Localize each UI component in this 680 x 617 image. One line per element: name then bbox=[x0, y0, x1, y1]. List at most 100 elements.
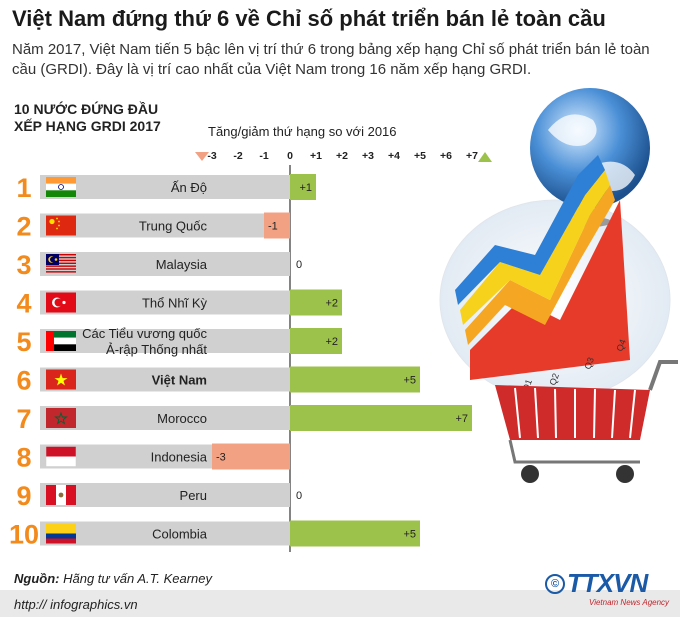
rank-number: 9 bbox=[16, 481, 31, 511]
vietnam-flag-icon bbox=[46, 369, 76, 390]
tick-label: +7 bbox=[466, 150, 478, 162]
chart-axis-title: Tăng/giảm thứ hạng so với 2016 bbox=[208, 124, 397, 139]
rank-number: 8 bbox=[16, 443, 31, 473]
value-label: -1 bbox=[268, 221, 278, 233]
rank-number: 2 bbox=[16, 212, 31, 242]
row-band bbox=[40, 290, 290, 315]
rank-number: 10 bbox=[9, 520, 39, 550]
country-row: 2 Trung Quốc -1 bbox=[16, 212, 290, 242]
country-name: Colombia bbox=[152, 527, 208, 542]
value-label: +5 bbox=[403, 375, 416, 387]
country-name: Indonesia bbox=[151, 450, 208, 465]
logo-subtitle: Vietnam News Agency bbox=[589, 598, 670, 607]
turkey-flag-icon bbox=[46, 292, 76, 313]
colombia-flag-icon bbox=[46, 523, 76, 544]
copyright-icon: © bbox=[545, 574, 565, 594]
morocco-flag-icon bbox=[46, 408, 76, 428]
illustration-label-q2: Q2 bbox=[547, 372, 561, 387]
indonesia-flag-icon bbox=[45, 446, 77, 467]
bar bbox=[290, 520, 420, 547]
tick-label: -2 bbox=[233, 150, 242, 162]
country-row: 9 Peru 0 bbox=[16, 481, 302, 511]
country-row: 3 Malaysia 0 bbox=[16, 250, 302, 280]
tick-label: +6 bbox=[440, 150, 452, 162]
tick-label: -1 bbox=[259, 150, 268, 162]
tick-label: +4 bbox=[388, 150, 400, 162]
bar bbox=[290, 174, 316, 200]
row-band bbox=[40, 329, 290, 353]
value-label: +5 bbox=[403, 529, 416, 541]
country-row: 10 Colombia +5 bbox=[9, 520, 420, 550]
source-label: Nguồn: bbox=[14, 571, 60, 586]
china-flag-icon bbox=[46, 215, 76, 236]
3d-growth-chart-icon: Q1 Q2 Q3 Q4 bbox=[455, 155, 630, 393]
country-row: 1 Ấn Độ +1 bbox=[16, 173, 316, 203]
ttxvn-logo: © TTXVN Vietnam News Agency bbox=[545, 568, 675, 610]
rank-number: 4 bbox=[16, 289, 31, 319]
site-link[interactable]: http:// infographics.vn bbox=[14, 597, 138, 612]
country-row: 7 Morocco +7 bbox=[16, 404, 472, 434]
bar bbox=[290, 405, 472, 431]
increase-arrow-icon bbox=[478, 152, 492, 162]
tick-label: +1 bbox=[310, 150, 322, 162]
tick-label: +2 bbox=[336, 150, 348, 162]
top10-heading: 10 NƯỚC ĐỨNG ĐẦU XẾP HẠNG GRDI 2017 bbox=[14, 101, 161, 135]
row-band bbox=[40, 406, 290, 430]
country-name: Peru bbox=[180, 488, 207, 503]
rank-number: 6 bbox=[16, 366, 31, 396]
row-band bbox=[40, 175, 290, 199]
tick-label: +3 bbox=[362, 150, 374, 162]
value-label: +2 bbox=[325, 298, 338, 310]
footer-bar bbox=[0, 590, 680, 617]
retail-illustration: Q1 Q2 Q3 Q4 bbox=[439, 88, 678, 483]
source-text: Hãng tư vấn A.T. Kearney bbox=[59, 571, 213, 586]
row-band bbox=[40, 367, 290, 392]
value-label: +7 bbox=[455, 413, 468, 425]
rank-number: 5 bbox=[16, 327, 31, 357]
country-name: Các Tiểu vương quốc bbox=[82, 326, 207, 341]
decrease-arrow-icon bbox=[195, 152, 209, 161]
value-label: +2 bbox=[325, 336, 338, 348]
top10-heading-line1: 10 NƯỚC ĐỨNG ĐẦU bbox=[14, 101, 159, 117]
tick-label: 0 bbox=[287, 150, 293, 162]
rank-number: 1 bbox=[16, 173, 31, 203]
rank-number: 3 bbox=[16, 250, 31, 280]
shopping-cart-icon bbox=[495, 360, 678, 483]
row-band bbox=[40, 483, 290, 507]
row-band bbox=[40, 213, 290, 238]
uae-flag-icon bbox=[46, 331, 76, 351]
malaysia-flag-icon bbox=[46, 254, 76, 273]
bar bbox=[290, 366, 420, 393]
top10-heading-line2: XẾP HẠNG GRDI 2017 bbox=[14, 118, 161, 134]
bar bbox=[290, 289, 342, 316]
row-band bbox=[40, 252, 290, 276]
page-subtitle: Năm 2017, Việt Nam tiến 5 bậc lên vị trí… bbox=[12, 41, 650, 78]
bar bbox=[264, 212, 290, 239]
value-label: 0 bbox=[296, 259, 302, 271]
rank-number: 7 bbox=[16, 404, 31, 434]
country-name: Ấn Độ bbox=[171, 180, 207, 195]
tick-label: +5 bbox=[414, 150, 426, 162]
country-row: 4 Thổ Nhĩ Kỳ +2 bbox=[16, 289, 342, 319]
illustration-label-q3: Q3 bbox=[582, 356, 596, 371]
country-name: Ả-rập Thống nhất bbox=[106, 342, 207, 357]
page-title: Việt Nam đứng thứ 6 về Chỉ số phát triển… bbox=[12, 6, 606, 31]
country-name: Việt Nam bbox=[152, 373, 207, 388]
value-label: 0 bbox=[296, 490, 302, 502]
country-row: 6 Việt Nam +5 bbox=[16, 366, 420, 396]
logo-text: TTXVN bbox=[567, 568, 648, 598]
value-label: +1 bbox=[299, 182, 312, 194]
country-name: Trung Quốc bbox=[139, 219, 208, 234]
country-name: Thổ Nhĩ Kỳ bbox=[142, 296, 208, 311]
value-label: -3 bbox=[216, 452, 226, 464]
tick-label: -3 bbox=[207, 150, 216, 162]
chart-rows: 1 Ấn Độ +1 2 Trung Quốc -1 3 Malaysia 0 4 Thổ Nhĩ … bbox=[9, 173, 472, 550]
peru-flag-icon bbox=[46, 485, 76, 505]
india-flag-icon bbox=[46, 177, 76, 197]
bar bbox=[212, 443, 290, 470]
country-row: 8 Indonesia -3 bbox=[16, 443, 290, 473]
ranking-chart: Q1 Q2 Q3 Q4 -3 -2 -1 0 +1 +2 +3 +4 +5 +6 +7 1 Ấn Độ… bbox=[9, 88, 678, 552]
source-note: Nguồn: Hãng tư vấn A.T. Kearney bbox=[14, 571, 212, 586]
country-name: Morocco bbox=[157, 411, 207, 426]
